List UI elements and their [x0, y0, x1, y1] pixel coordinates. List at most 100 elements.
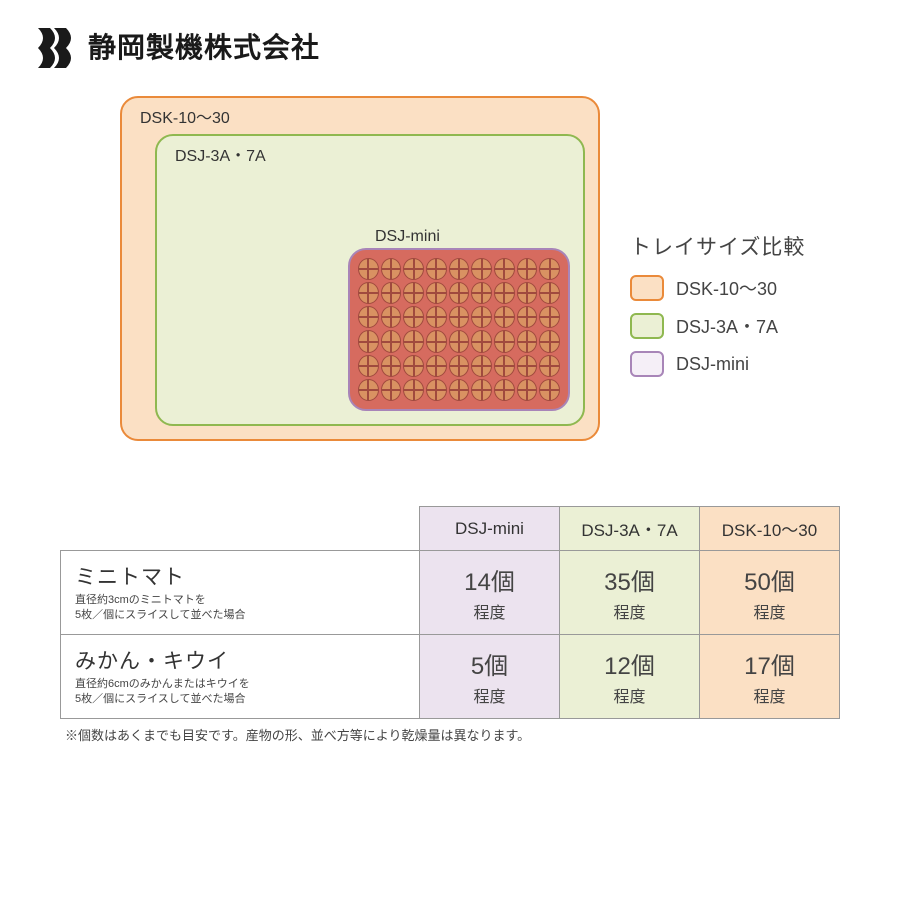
row-header: みかん・キウイ直径約6cmのみかんまたはキウイを5枚／個にスライスして並べた場合	[61, 634, 420, 718]
tomato-slice-icon	[358, 379, 379, 401]
tomato-slice-icon	[449, 282, 470, 304]
legend-swatch-dsk	[630, 275, 664, 301]
tomato-slice-icon	[494, 306, 515, 328]
legend-item-dsj3a: DSJ-3A・7A	[630, 313, 805, 339]
table-cell: 14個程度	[420, 551, 560, 635]
legend: トレイサイズ比較 DSK-10～30 DSJ-3A・7A DSJ-mini	[630, 231, 805, 389]
tomato-slice-icon	[471, 330, 492, 352]
tomato-slice-icon	[539, 282, 560, 304]
tomato-slice-icon	[471, 355, 492, 377]
tomato-slice-icon	[403, 282, 424, 304]
cell-unit: 程度	[564, 683, 695, 707]
tomato-slice-icon	[494, 282, 515, 304]
tomato-slice-icon	[381, 306, 402, 328]
tomato-slice-icon	[471, 379, 492, 401]
tomato-slice-icon	[381, 258, 402, 280]
cell-value: 35個	[604, 569, 655, 596]
capacity-table: DSJ-mini DSJ-3A・7A DSK-10～30 ミニトマト直径約3cm…	[60, 506, 840, 744]
table-cell: 17個程度	[700, 634, 840, 718]
tomato-slice-icon	[358, 258, 379, 280]
tomato-slice-icon	[494, 330, 515, 352]
col-header-mini: DSJ-mini	[420, 507, 560, 551]
legend-item-dsk: DSK-10～30	[630, 275, 805, 301]
tomato-slice-icon	[517, 355, 538, 377]
tomato-slice-icon	[449, 379, 470, 401]
footnote: ※個数はあくまでも目安です。産物の形、並べ方等により乾燥量は異なります。	[65, 725, 840, 744]
table-row: みかん・キウイ直径約6cmのみかんまたはキウイを5枚／個にスライスして並べた場合…	[61, 634, 840, 718]
company-logo-icon	[32, 24, 76, 68]
tomato-slice-icon	[494, 355, 515, 377]
tomato-slice-icon	[449, 330, 470, 352]
tray-mini: DSJ-mini	[348, 248, 570, 411]
table-corner-blank	[61, 507, 420, 551]
col-header-dsk: DSK-10～30	[700, 507, 840, 551]
cell-unit: 程度	[424, 599, 555, 623]
row-header: ミニトマト直径約3cmのミニトマトを5枚／個にスライスして並べた場合	[61, 551, 420, 635]
tomato-slice-icon	[381, 282, 402, 304]
tomato-slice-icon	[539, 330, 560, 352]
cell-value: 12個	[604, 653, 655, 680]
cell-value: 50個	[744, 569, 795, 596]
tomato-slice-icon	[403, 379, 424, 401]
legend-label-dsj3a: DSJ-3A・7A	[676, 313, 778, 339]
tomato-slice-icon	[358, 355, 379, 377]
tomato-slice-icon	[358, 282, 379, 304]
col-header-3a: DSJ-3A・7A	[560, 507, 700, 551]
tomato-slice-icon	[539, 355, 560, 377]
table-cell: 50個程度	[700, 551, 840, 635]
tomato-slice-icon	[517, 330, 538, 352]
tomato-slice-icon	[358, 306, 379, 328]
table-cell: 35個程度	[560, 551, 700, 635]
tomato-slice-icon	[403, 355, 424, 377]
tomato-slice-icon	[449, 258, 470, 280]
tomato-slice-icon	[517, 306, 538, 328]
legend-swatch-dsj3a	[630, 313, 664, 339]
cell-unit: 程度	[424, 683, 555, 707]
company-header: 静岡製機株式会社	[0, 0, 900, 76]
tomato-slice-icon	[494, 258, 515, 280]
tomato-slice-icon	[426, 306, 447, 328]
tomato-slice-icon	[403, 330, 424, 352]
row-subtitle: 直径約6cmのみかんまたはキウイを5枚／個にスライスして並べた場合	[75, 677, 405, 708]
table-body: ミニトマト直径約3cmのミニトマトを5枚／個にスライスして並べた場合14個程度3…	[61, 551, 840, 719]
tomato-slice-icon	[449, 355, 470, 377]
tomato-slice-icon	[403, 306, 424, 328]
legend-swatch-mini	[630, 351, 664, 377]
tray-mini-label: DSJ-mini	[375, 228, 440, 246]
tomato-slice-icon	[381, 355, 402, 377]
tomato-slice-icon	[494, 379, 515, 401]
tomato-slice-icon	[381, 330, 402, 352]
row-title: ミニトマト	[75, 561, 405, 591]
table-cell: 12個程度	[560, 634, 700, 718]
cell-value: 17個	[744, 653, 795, 680]
tomato-slice-icon	[381, 379, 402, 401]
legend-label-dsk: DSK-10～30	[676, 275, 777, 301]
tomato-slice-icon	[426, 258, 447, 280]
cell-unit: 程度	[704, 683, 835, 707]
cell-value: 5個	[471, 653, 508, 680]
tomato-grid	[358, 258, 560, 401]
tomato-slice-icon	[426, 379, 447, 401]
tomato-slice-icon	[403, 258, 424, 280]
row-title: みかん・キウイ	[75, 645, 405, 675]
tomato-slice-icon	[358, 330, 379, 352]
tomato-slice-icon	[517, 258, 538, 280]
legend-label-mini: DSJ-mini	[676, 354, 749, 375]
company-name: 静岡製機株式会社	[88, 26, 320, 66]
legend-title: トレイサイズ比較	[630, 231, 805, 261]
tomato-slice-icon	[539, 306, 560, 328]
tray-size-diagram: DSK-10～30 DSJ-3A・7A DSJ-mini トレイサイズ比較 DS…	[0, 96, 900, 506]
cell-unit: 程度	[704, 599, 835, 623]
tomato-slice-icon	[426, 282, 447, 304]
tray-dsk-label: DSK-10～30	[140, 104, 230, 128]
tomato-slice-icon	[471, 306, 492, 328]
tomato-slice-icon	[471, 282, 492, 304]
tomato-slice-icon	[539, 258, 560, 280]
table-row: ミニトマト直径約3cmのミニトマトを5枚／個にスライスして並べた場合14個程度3…	[61, 551, 840, 635]
tomato-slice-icon	[539, 379, 560, 401]
tomato-slice-icon	[517, 379, 538, 401]
tomato-slice-icon	[426, 355, 447, 377]
tomato-slice-icon	[449, 306, 470, 328]
legend-item-mini: DSJ-mini	[630, 351, 805, 377]
tomato-slice-icon	[426, 330, 447, 352]
